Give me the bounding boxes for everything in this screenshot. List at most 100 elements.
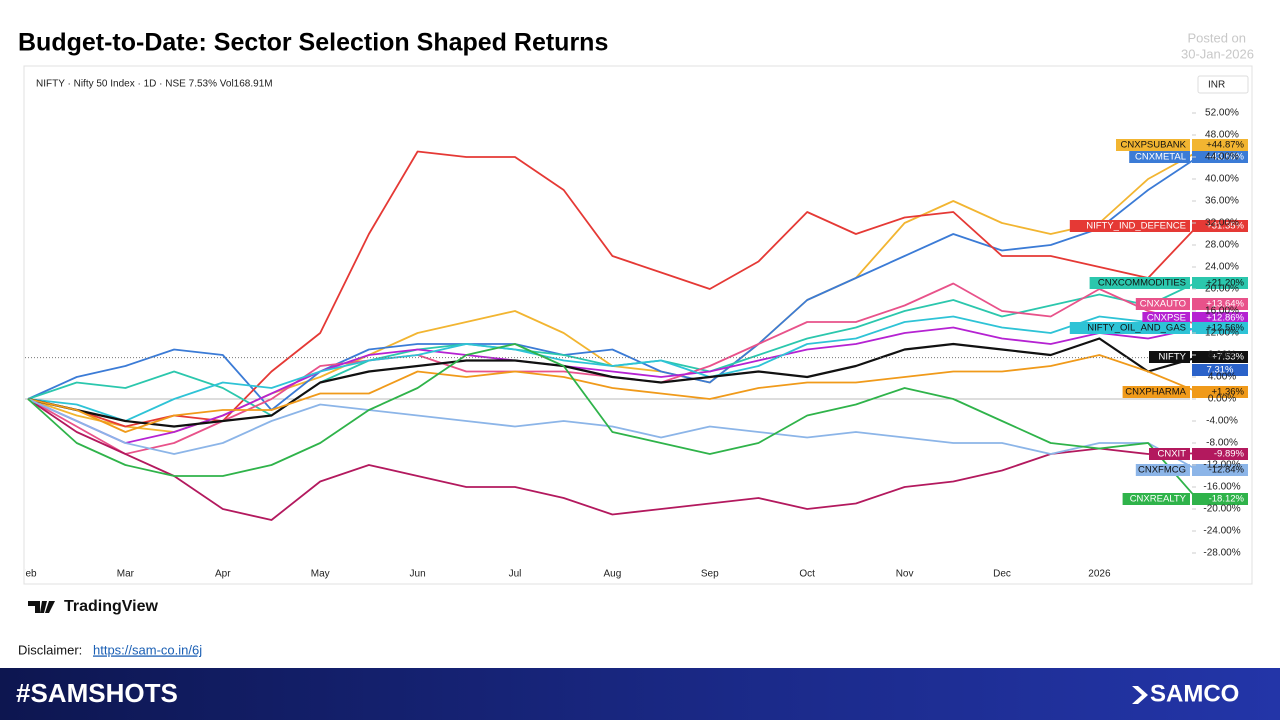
tradingview-logo: TradingView — [28, 598, 159, 615]
posted-date: 30-Jan-2026 — [1181, 46, 1254, 61]
y-tick-label: 16.00% — [1205, 306, 1239, 317]
y-tick-label: -12.00% — [1203, 460, 1240, 471]
tag-value: +12.56% — [1206, 323, 1244, 334]
tag-name: CNXCOMMODITIES — [1098, 278, 1186, 289]
tag-value: +43.86% — [1206, 152, 1244, 163]
tag-name-box — [1089, 277, 1190, 289]
tag-name: NIFTY_IND_DEFENCE — [1086, 221, 1186, 232]
y-tick-label: 36.00% — [1205, 196, 1239, 207]
y-tick-label: 48.00% — [1205, 130, 1239, 141]
tag-value-box — [1192, 464, 1248, 476]
tag-name: NIFTY_OIL_AND_GAS — [1087, 323, 1186, 334]
logo: SAMCO — [1150, 680, 1239, 707]
x-tick-label: Jun — [410, 569, 426, 580]
tag-value: -9.89% — [1214, 449, 1245, 460]
tag-value: +31.35% — [1206, 221, 1244, 232]
y-tick-label: 32.00% — [1205, 218, 1239, 229]
tag-value-box — [1192, 298, 1248, 310]
tag-value-box — [1192, 448, 1248, 460]
hashtag: #SAMSHOTS — [16, 678, 178, 708]
tag-name-box — [1069, 322, 1190, 334]
tag-value: -12.84% — [1209, 465, 1245, 476]
y-tick-label: 12.00% — [1205, 328, 1239, 339]
tag-name: CNXREALTY — [1130, 494, 1187, 505]
tag-name: CNXIT — [1158, 449, 1187, 460]
y-tick-label: 24.00% — [1205, 262, 1239, 273]
series-line — [27, 337, 1198, 428]
crosshair-label: 7.31% — [1207, 365, 1234, 376]
tag-name-box — [1149, 448, 1190, 460]
tag-name: CNXMETAL — [1135, 152, 1186, 163]
x-tick-label: Apr — [215, 569, 231, 580]
tag-value-box — [1192, 386, 1248, 398]
tag-name-box — [1129, 151, 1190, 163]
tag-name: NIFTY — [1159, 352, 1187, 363]
tag-value: +7.53% — [1212, 352, 1245, 363]
x-tick-label: Sep — [701, 569, 719, 580]
y-tick-label: -4.00% — [1206, 416, 1238, 427]
series-line — [27, 315, 1197, 422]
tag-name-box — [1135, 298, 1190, 310]
x-tick-label: Feb — [19, 569, 37, 580]
chart-panel — [23, 65, 1253, 585]
y-tick-label: 40.00% — [1205, 174, 1239, 185]
tag-value: +44.87% — [1206, 140, 1244, 151]
tag-name-box — [1122, 386, 1190, 398]
tag-name-box — [1116, 139, 1190, 151]
tag-value-box — [1192, 139, 1248, 151]
brand: TradingView — [64, 598, 159, 615]
series-line — [27, 326, 1197, 444]
tag-name: CNXPSE — [1147, 313, 1186, 324]
crosshair-box — [1192, 364, 1248, 376]
y-tick-label: 8.00% — [1208, 350, 1236, 361]
title: Budget-to-Date: Sector Selection Shaped … — [18, 29, 608, 57]
tag-name-box — [1122, 493, 1190, 505]
x-tick-label: May — [311, 569, 330, 580]
y-tick-label: 20.00% — [1205, 284, 1239, 295]
y-tick-label: -16.00% — [1203, 482, 1240, 493]
tag-name: CNXFMCG — [1138, 465, 1186, 476]
tag-value-box — [1192, 220, 1248, 232]
y-tick-label: -8.00% — [1206, 438, 1238, 449]
y-tick-label: 4.00% — [1208, 372, 1236, 383]
posted-label: Posted on — [1187, 30, 1246, 45]
series-line — [27, 343, 1198, 500]
tag-value-box — [1192, 322, 1248, 334]
tag-name-box — [1149, 351, 1190, 363]
tag-name: CNXPSUBANK — [1121, 140, 1187, 151]
tag-value: -18.12% — [1209, 494, 1245, 505]
x-tick-label: Dec — [993, 569, 1011, 580]
y-tick-label: -28.00% — [1203, 548, 1240, 559]
tag-value-box — [1192, 493, 1248, 505]
tag-name: CNXPHARMA — [1125, 387, 1186, 398]
symbol-info: NIFTY · Nifty 50 Index · 1D · NSE 7.53% … — [36, 79, 273, 90]
series-line — [27, 398, 1197, 521]
series-line — [27, 398, 1198, 471]
plot-area: Feb Mar Apr May Jun Jul Aug Sep Oct Nov Dec 2026 — [19, 150, 1198, 580]
x-tick-label: 2026 — [1088, 569, 1111, 580]
tag-value-box — [1192, 151, 1248, 163]
currency: INR — [1208, 80, 1225, 91]
currency-box — [1197, 75, 1249, 94]
disclaimer-link[interactable]: https://sam-co.in/6j — [93, 642, 202, 657]
tag-value: +1.36% — [1212, 387, 1245, 398]
series-line — [27, 157, 1198, 411]
x-tick-label: Jul — [509, 569, 522, 580]
footer-band — [0, 668, 1280, 720]
y-tick-label: 28.00% — [1205, 240, 1239, 251]
tag-name-box — [1069, 220, 1190, 232]
tag-name-box — [1142, 312, 1190, 324]
y-tick-label: -20.00% — [1203, 504, 1240, 515]
end-labels: CNXPSUBANK +44.87% CNXMETAL +43.86% NIFTY_IN… — [1069, 139, 1248, 505]
x-tick-label: Oct — [799, 569, 815, 580]
tag-name-box — [1135, 464, 1190, 476]
y-tick-label: 52.00% — [1205, 108, 1239, 119]
series-line — [27, 354, 1198, 433]
tag-value: +13.64% — [1206, 299, 1244, 310]
tag-value: +12.86% — [1206, 313, 1244, 324]
y-tick-label: -24.00% — [1203, 526, 1240, 537]
tag-value-box — [1192, 351, 1248, 363]
samco-icon — [1132, 686, 1148, 704]
